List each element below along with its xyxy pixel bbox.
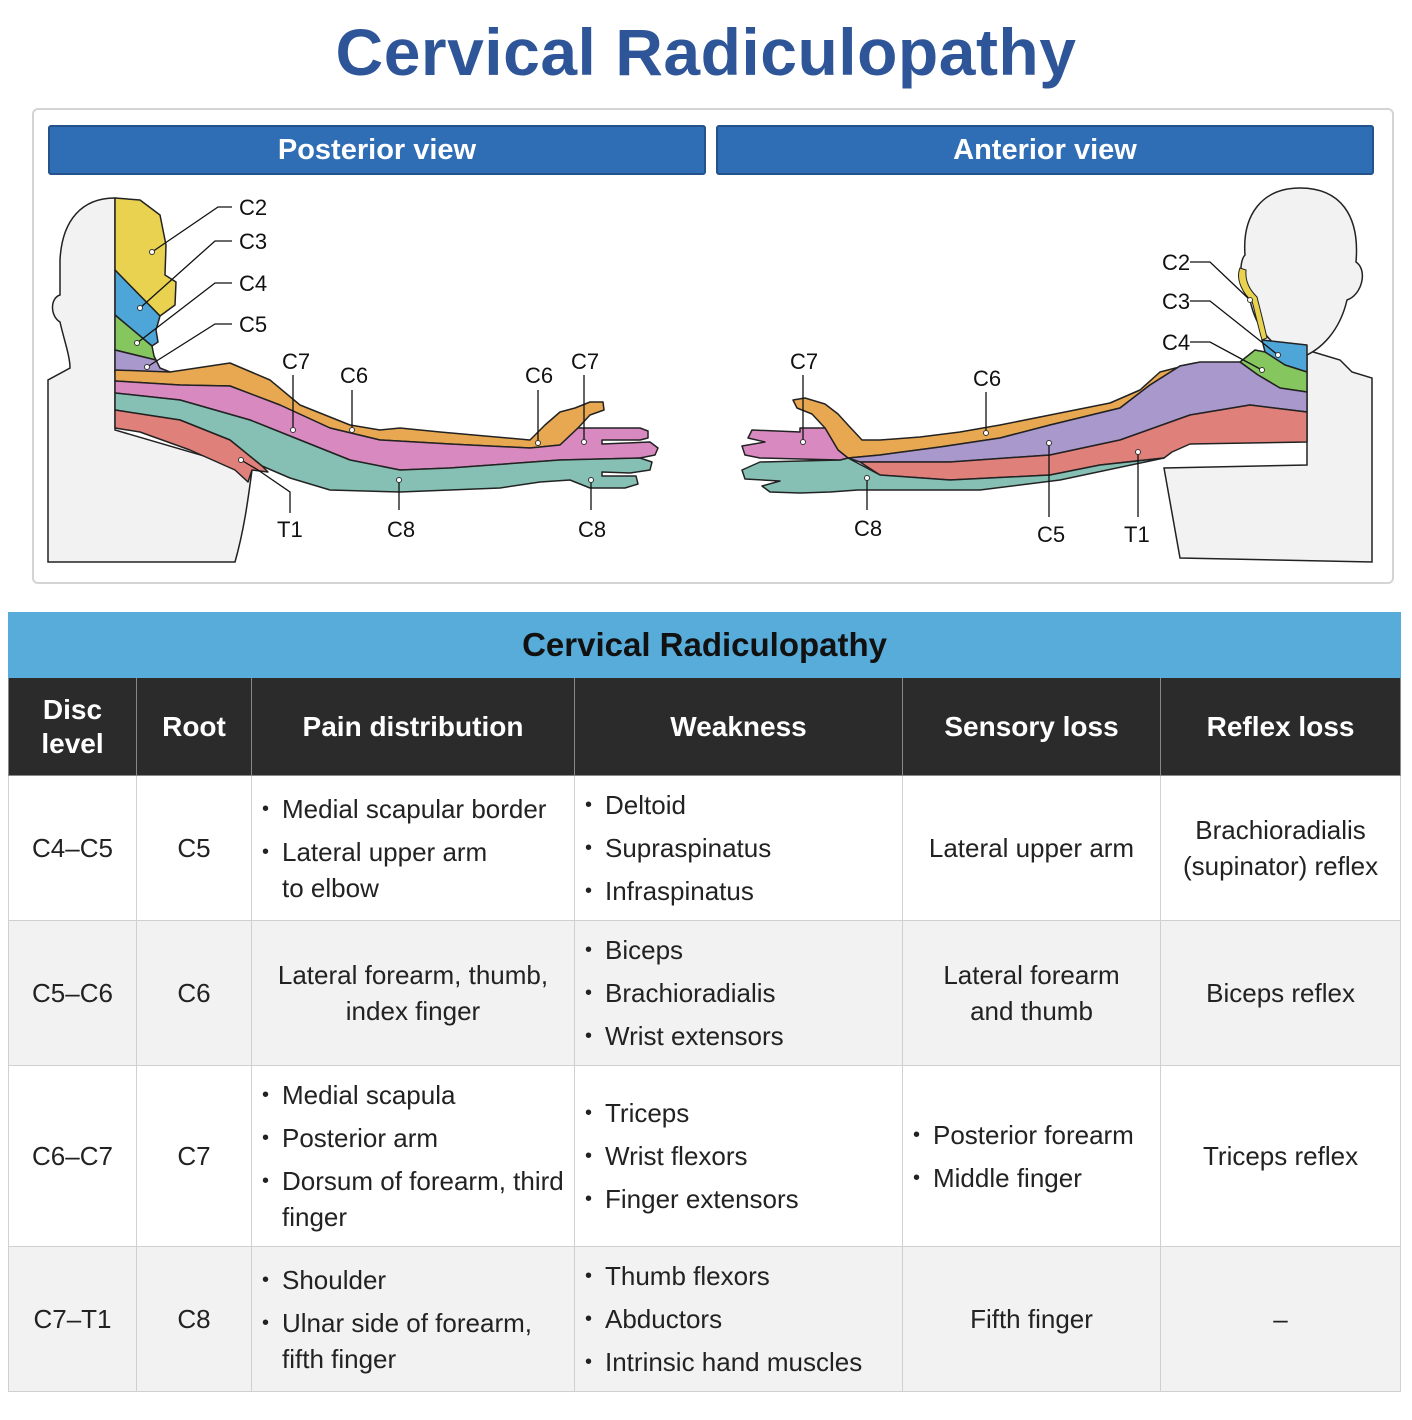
pain-item: Shoulder	[260, 1262, 566, 1298]
weakness-cell: Thumb flexors Abductors Intrinsic hand m…	[574, 1246, 903, 1392]
pain-item: Medial scapula	[260, 1077, 566, 1113]
posterior-label-t1: T1	[277, 517, 303, 542]
anterior-head-outline	[1240, 187, 1364, 359]
posterior-label-c8-hand: C8	[578, 517, 606, 542]
posterior-c4-region	[114, 314, 157, 361]
posterior-c5-region	[114, 349, 171, 373]
posterior-markers	[134, 249, 594, 483]
table-row: C7–T1 C8 Shoulder Ulnar side of forearm,…	[8, 1246, 1402, 1392]
anterior-figure: C2 C3 C4 C7 C6 C8 C5 T1	[741, 187, 1373, 563]
anterior-markers	[800, 297, 1281, 481]
weakness-item: Wrist extensors	[583, 1018, 894, 1054]
anterior-label-c8: C8	[854, 516, 882, 541]
sensory-cell: Fifth finger	[902, 1246, 1161, 1392]
posterior-label-c6-hand: C6	[525, 363, 553, 388]
dermatome-panel	[32, 108, 1394, 584]
posterior-label-c2: C2	[239, 195, 267, 220]
weakness-item: Supraspinatus	[583, 830, 894, 866]
sensory-cell: Lateral upper arm	[902, 775, 1161, 921]
anterior-leader-lines	[802, 261, 1279, 517]
reflex-cell: Brachioradialis (supinator) reflex	[1159, 775, 1402, 921]
root-cell: C8	[136, 1246, 252, 1392]
reflex-cell: –	[1159, 1246, 1402, 1392]
anterior-c7-region	[741, 427, 849, 461]
anterior-label-c4: C4	[1162, 330, 1190, 355]
disc-level-cell: C7–T1	[8, 1246, 137, 1392]
header-sensory-loss: Sensory loss	[902, 677, 1161, 776]
pain-cell: Medial scapular border Lateral upper arm…	[251, 775, 575, 921]
header-weakness: Weakness	[574, 677, 903, 776]
posterior-label-c3: C3	[239, 229, 267, 254]
anterior-label-c3: C3	[1162, 289, 1190, 314]
table-row: C6–C7 C7 Medial scapula Posterior arm Do…	[8, 1065, 1402, 1247]
posterior-label-c4: C4	[239, 271, 267, 296]
disc-level-cell: C6–C7	[8, 1065, 137, 1247]
sensory-cell: Lateral forearm and thumb	[902, 920, 1161, 1066]
reflex-cell: Biceps reflex	[1159, 920, 1402, 1066]
anterior-label-c7: C7	[790, 349, 818, 374]
weakness-item: Wrist flexors	[583, 1138, 894, 1174]
pain-item: Medial scapular border	[260, 791, 566, 827]
weakness-item: Deltoid	[583, 787, 894, 823]
weakness-item: Thumb flexors	[583, 1258, 894, 1294]
posterior-figure: C2 C3 C4 C5 C7 C6 C6 C7 T1 C8 C8	[47, 195, 659, 563]
table-row: C5–C6 C6 Lateral forearm, thumb, index f…	[8, 920, 1402, 1066]
root-cell: C5	[136, 775, 252, 921]
sensory-item: Middle finger	[911, 1160, 1152, 1196]
anterior-label-t1: T1	[1124, 522, 1150, 547]
root-cell: C6	[136, 920, 252, 1066]
posterior-body-outline	[47, 197, 253, 563]
weakness-item: Triceps	[583, 1095, 894, 1131]
pain-item: Lateral upper arm to elbow	[260, 834, 566, 906]
pain-cell: Lateral forearm, thumb, index finger	[251, 920, 575, 1066]
pain-item: Ulnar side of forearm, fifth finger	[260, 1305, 566, 1377]
anterior-view-header: Anterior view	[716, 125, 1374, 175]
disc-level-cell: C4–C5	[8, 775, 137, 921]
table-row: C4–C5 C5 Medial scapular border Lateral …	[8, 775, 1402, 921]
radiculopathy-table: Cervical Radiculopathy Disc level Root P…	[7, 612, 1402, 1392]
weakness-item: Abductors	[583, 1301, 894, 1337]
weakness-item: Infraspinatus	[583, 873, 894, 909]
weakness-item: Biceps	[583, 932, 894, 968]
header-disc-level: Disc level	[8, 677, 137, 776]
pain-item: Dorsum of forearm, third finger	[260, 1163, 566, 1235]
table-title: Cervical Radiculopathy	[7, 612, 1402, 678]
pain-cell: Medial scapula Posterior arm Dorsum of f…	[251, 1065, 575, 1247]
posterior-c8-region	[114, 392, 653, 493]
weakness-cell: Deltoid Supraspinatus Infraspinatus	[574, 775, 903, 921]
weakness-item: Intrinsic hand muscles	[583, 1344, 894, 1380]
posterior-leader-lines	[136, 206, 592, 513]
posterior-label-c8-arm: C8	[387, 517, 415, 542]
header-reflex-loss: Reflex loss	[1159, 677, 1402, 776]
disc-level-cell: C5–C6	[8, 920, 137, 1066]
anterior-c2-region	[1238, 267, 1268, 341]
weakness-item: Brachioradialis	[583, 975, 894, 1011]
sensory-item: Posterior forearm	[911, 1117, 1152, 1153]
pain-item: Posterior arm	[260, 1120, 566, 1156]
page-title: Cervical Radiculopathy	[335, 15, 1077, 89]
posterior-t1-region	[114, 409, 269, 483]
posterior-label-c7-hand: C7	[571, 349, 599, 374]
posterior-label-c7-arm: C7	[282, 349, 310, 374]
posterior-label-c6-arm: C6	[340, 363, 368, 388]
posterior-view-header: Posterior view	[48, 125, 706, 175]
anterior-label-c5: C5	[1037, 522, 1065, 547]
sensory-cell: Posterior forearm Middle finger	[902, 1065, 1161, 1247]
anterior-label-c2: C2	[1162, 250, 1190, 275]
weakness-cell: Biceps Brachioradialis Wrist extensors	[574, 920, 903, 1066]
weakness-cell: Triceps Wrist flexors Finger extensors	[574, 1065, 903, 1247]
anterior-c8-region	[741, 457, 1165, 494]
posterior-label-c5: C5	[239, 312, 267, 337]
root-cell: C7	[136, 1065, 252, 1247]
weakness-item: Finger extensors	[583, 1181, 894, 1217]
header-pain-distribution: Pain distribution	[251, 677, 575, 776]
dermatome-diagram: C2 C3 C4 C5 C7 C6 C6 C7 T1 C8 C8	[47, 187, 1373, 563]
anterior-label-c6: C6	[973, 366, 1001, 391]
pain-cell: Shoulder Ulnar side of forearm, fifth fi…	[251, 1246, 575, 1392]
reflex-cell: Triceps reflex	[1159, 1065, 1402, 1247]
header-root: Root	[136, 677, 252, 776]
